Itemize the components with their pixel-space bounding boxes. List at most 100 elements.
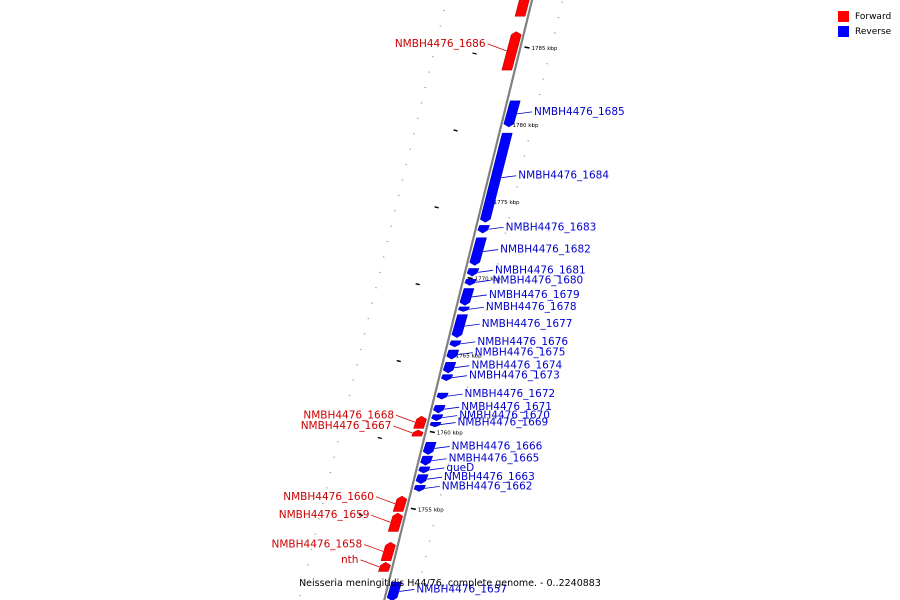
gene-nmbh4476-1663[interactable]: NMBH4476_1663 xyxy=(415,471,535,485)
label-leader-line xyxy=(501,175,517,179)
gene-nmbh4476-1671[interactable]: NMBH4476_1671 xyxy=(433,401,552,414)
gene-nmbh4476-1680[interactable]: NMBH4476_1680 xyxy=(464,274,584,286)
gene-nmbh4476-1676[interactable]: NMBH4476_1676 xyxy=(449,336,569,348)
gene-label[interactable]: NMBH4476_1686 xyxy=(395,38,486,50)
gene-nmbh4476-1686[interactable]: NMBH4476_1686 xyxy=(395,31,522,71)
gene-nmbh4476-1670[interactable]: NMBH4476_1670 xyxy=(431,410,550,422)
gene-label[interactable]: nth xyxy=(341,554,358,566)
gene-nmbh4476-1668[interactable]: NMBH4476_1668 xyxy=(303,409,427,429)
gene-nmbh4476-1674[interactable]: NMBH4476_1674 xyxy=(442,360,563,374)
gene-nmbh4476-1681[interactable]: NMBH4476_1681 xyxy=(466,264,586,277)
forward-gene-arrow[interactable] xyxy=(514,0,538,17)
gene-label[interactable]: NMBH4476_1667 xyxy=(301,420,392,432)
gene-label[interactable]: NMBH4476_1660 xyxy=(283,491,374,503)
major-tick-mark-left xyxy=(377,436,382,440)
gene-nmbh4476-1685[interactable]: NMBH4476_1685 xyxy=(503,100,625,128)
reverse-gene-arrow[interactable] xyxy=(422,442,437,455)
reverse-gene-arrow[interactable] xyxy=(458,306,470,312)
gene-label[interactable]: NMBH4476_1685 xyxy=(534,106,625,118)
reverse-gene-arrow[interactable] xyxy=(436,392,449,400)
gene-nmbh4476-1684[interactable]: NMBH4476_1684 xyxy=(480,132,609,223)
gene-nmbh4476-1667[interactable]: NMBH4476_1667 xyxy=(301,420,424,437)
gene-label[interactable]: NMBH4476_1679 xyxy=(489,289,580,301)
gene-label[interactable]: NMBH4476_1683 xyxy=(506,221,597,233)
reverse-gene-arrow[interactable] xyxy=(415,474,429,485)
gene-label[interactable]: NMBH4476_1663 xyxy=(444,471,535,483)
gene-label[interactable]: NMBH4476_1677 xyxy=(482,318,573,330)
gene-nmbh4476-1673[interactable]: NMBH4476_1673 xyxy=(440,370,560,382)
reverse-gene-arrow[interactable] xyxy=(477,225,490,234)
gene-label[interactable]: NMBH4476_1674 xyxy=(472,360,563,372)
gene-label[interactable]: NMBH4476_1659 xyxy=(279,509,370,521)
major-tick-1775: 1775 kbp xyxy=(434,200,520,209)
reverse-gene-arrow[interactable] xyxy=(442,362,457,374)
legend-forward: Forward xyxy=(838,9,891,24)
reverse-gene-arrow[interactable] xyxy=(413,485,426,492)
gene-label[interactable]: NMBH4476_1669 xyxy=(458,417,549,429)
gene-label[interactable]: NMBH4476_1668 xyxy=(303,409,394,421)
gene-label[interactable]: NMBH4476_1676 xyxy=(477,336,568,348)
gene-nth[interactable]: nth xyxy=(341,554,391,572)
gene-nmbh4476-1687[interactable]: NMBH4476_1687 xyxy=(410,0,538,17)
gene-nmbh4476-1683[interactable]: NMBH4476_1683 xyxy=(477,221,597,234)
reverse-gene-arrow[interactable] xyxy=(469,237,487,266)
gene-qued[interactable]: queD xyxy=(418,462,475,474)
gene-nmbh4476-1662[interactable]: NMBH4476_1662 xyxy=(413,480,533,492)
reverse-gene-arrow[interactable] xyxy=(420,455,434,466)
reverse-gene-arrow[interactable] xyxy=(464,278,477,286)
reverse-gene-arrow[interactable] xyxy=(459,288,475,306)
forward-gene-arrow[interactable] xyxy=(501,31,522,71)
reverse-gene-arrow[interactable] xyxy=(433,405,446,414)
forward-gene-arrow[interactable] xyxy=(411,429,424,437)
gene-nmbh4476-1675[interactable]: NMBH4476_1675 xyxy=(446,347,566,360)
gene-label[interactable]: NMBH4476_1681 xyxy=(495,264,586,276)
gene-nmbh4476-1669[interactable]: NMBH4476_1669 xyxy=(429,417,549,429)
gene-label[interactable]: NMBH4476_1671 xyxy=(461,401,552,413)
gene-label[interactable]: NMBH4476_1680 xyxy=(493,274,584,286)
forward-gene-arrow[interactable] xyxy=(380,541,396,561)
gene-label[interactable]: NMBH4476_1682 xyxy=(500,244,591,256)
reverse-gene-arrow[interactable] xyxy=(440,374,454,382)
reverse-gene-arrow[interactable] xyxy=(386,581,403,600)
gene-label[interactable]: NMBH4476_1665 xyxy=(449,453,540,465)
reverse-gene-arrow[interactable] xyxy=(446,349,460,360)
gene-nmbh4476-1678[interactable]: NMBH4476_1678 xyxy=(458,301,577,313)
gene-label[interactable]: NMBH4476_1678 xyxy=(486,301,577,313)
reverse-gene-arrow[interactable] xyxy=(503,100,521,128)
gene-nmbh4476-1658[interactable]: NMBH4476_1658 xyxy=(272,538,396,561)
reverse-gene-arrow[interactable] xyxy=(449,340,462,348)
reverse-gene-arrow[interactable] xyxy=(429,422,442,428)
gene-label[interactable]: NMBH4476_1666 xyxy=(452,440,543,452)
gene-nmbh4476-1666[interactable]: NMBH4476_1666 xyxy=(422,440,543,455)
minor-ticks xyxy=(299,1,564,597)
gene-nmbh4476-1657[interactable]: NMBH4476_1657 xyxy=(386,581,507,600)
gene-label[interactable]: NMBH4476_1670 xyxy=(459,410,550,422)
reverse-gene-arrow[interactable] xyxy=(480,132,513,223)
reverse-gene-arrow[interactable] xyxy=(451,314,468,338)
gene-nmbh4476-1659[interactable]: NMBH4476_1659 xyxy=(279,509,404,532)
label-leader-line xyxy=(426,476,443,480)
forward-gene-arrow[interactable] xyxy=(387,512,404,532)
gene-label[interactable]: NMBH4476_1658 xyxy=(272,538,363,550)
gene-label[interactable]: NMBH4476_1662 xyxy=(442,480,533,492)
gene-label[interactable]: queD xyxy=(446,462,474,474)
reverse-gene-arrow[interactable] xyxy=(466,268,480,277)
gene-nmbh4476-1677[interactable]: NMBH4476_1677 xyxy=(451,314,573,338)
gene-label[interactable]: NMBH4476_1675 xyxy=(475,347,566,359)
reverse-gene-arrow[interactable] xyxy=(431,414,444,422)
forward-gene-arrow[interactable] xyxy=(413,415,427,429)
gene-label[interactable]: NMBH4476_1673 xyxy=(469,370,560,382)
gene-nmbh4476-1665[interactable]: NMBH4476_1665 xyxy=(420,453,539,466)
gene-nmbh4476-1672[interactable]: NMBH4476_1672 xyxy=(436,388,556,400)
gene-nmbh4476-1682[interactable]: NMBH4476_1682 xyxy=(469,237,591,266)
gene-label[interactable]: NMBH4476_1657 xyxy=(416,583,507,595)
gene-nmbh4476-1679[interactable]: NMBH4476_1679 xyxy=(459,288,580,306)
gene-nmbh4476-1660[interactable]: NMBH4476_1660 xyxy=(283,491,408,512)
reverse-gene-arrow[interactable] xyxy=(418,466,431,474)
gene-label[interactable]: NMBH4476_1684 xyxy=(518,170,609,182)
major-tick-mark xyxy=(410,507,417,511)
forward-gene-arrow[interactable] xyxy=(377,561,391,572)
forward-gene-arrow[interactable] xyxy=(392,495,408,512)
gene-label[interactable]: NMBH4476_1672 xyxy=(465,388,556,400)
